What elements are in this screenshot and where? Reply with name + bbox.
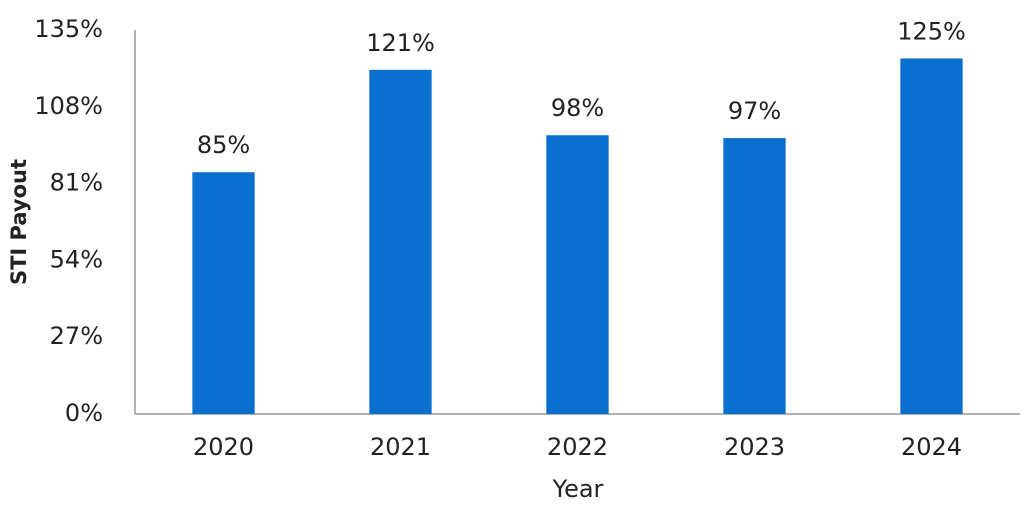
value-label: 125% [897, 17, 966, 45]
bar [723, 138, 786, 415]
bar [900, 58, 963, 414]
value-label: 98% [551, 94, 604, 122]
bar [192, 172, 255, 414]
value-label: 121% [366, 29, 435, 57]
y-tick-label: 0% [65, 399, 103, 427]
value-label: 85% [197, 131, 250, 159]
bar [369, 69, 432, 415]
x-tick-label: 2020 [193, 433, 254, 461]
x-tick-label: 2021 [370, 433, 431, 461]
x-axis-title: Year [552, 475, 604, 503]
x-tick-label: 2023 [724, 433, 785, 461]
x-tick-label: 2022 [547, 433, 608, 461]
value-label: 97% [728, 97, 781, 125]
y-tick-label: 27% [50, 322, 103, 350]
y-axis-title: STI Payout [7, 159, 31, 285]
y-tick-label: 54% [50, 245, 103, 273]
y-tick-label: 81% [50, 169, 103, 197]
y-tick-label: 135% [34, 15, 103, 43]
bar [546, 135, 609, 414]
x-tick-label: 2024 [901, 433, 962, 461]
y-tick-label: 108% [34, 92, 103, 120]
